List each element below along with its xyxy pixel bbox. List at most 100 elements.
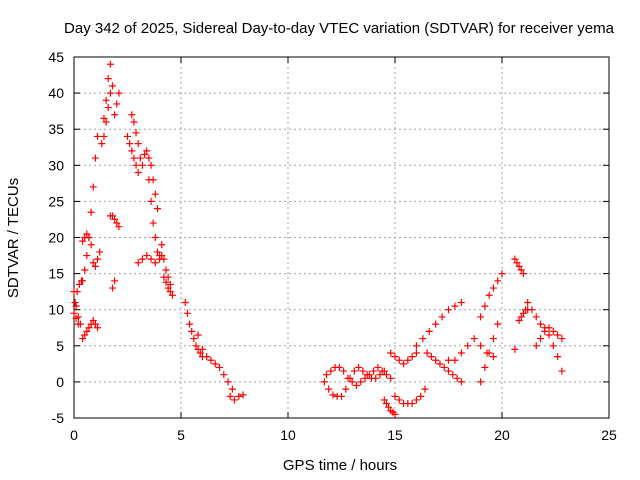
data-point bbox=[387, 374, 395, 382]
data-point bbox=[79, 277, 87, 285]
data-point bbox=[545, 331, 553, 339]
data-point bbox=[190, 335, 198, 343]
series-arc-15 bbox=[145, 176, 164, 260]
data-point bbox=[111, 215, 119, 223]
data-point bbox=[111, 277, 119, 285]
data-point bbox=[494, 277, 502, 285]
axes: 0 5 10 15 20 25 -5 0 5 10 15 20 25 30 35 40 45 bbox=[48, 49, 617, 443]
data-point bbox=[451, 302, 459, 310]
data-point bbox=[83, 327, 91, 335]
data-point bbox=[113, 100, 121, 108]
data-point bbox=[485, 291, 493, 299]
data-point bbox=[156, 252, 164, 260]
data-point bbox=[134, 169, 142, 177]
data-point bbox=[519, 270, 527, 278]
series-arc-32 bbox=[515, 306, 532, 325]
data-point bbox=[235, 392, 243, 400]
data-point bbox=[79, 237, 87, 245]
data-point bbox=[382, 400, 390, 408]
series-arc-19 bbox=[194, 331, 236, 393]
data-point bbox=[489, 335, 497, 343]
data-point bbox=[85, 234, 93, 241]
data-point bbox=[359, 367, 367, 375]
data-point bbox=[477, 342, 485, 350]
data-point bbox=[498, 270, 506, 278]
data-point bbox=[335, 363, 343, 371]
data-point bbox=[132, 161, 140, 169]
data-point bbox=[124, 132, 131, 140]
data-point bbox=[89, 183, 97, 191]
series-arc-2 bbox=[70, 309, 82, 328]
data-point bbox=[87, 208, 95, 216]
data-point bbox=[145, 176, 153, 184]
data-point bbox=[464, 342, 472, 350]
data-point bbox=[370, 367, 378, 375]
series-arc-20 bbox=[226, 391, 247, 404]
data-points bbox=[70, 60, 566, 418]
series-arc-8 bbox=[100, 89, 114, 140]
series-arc-26 bbox=[412, 298, 465, 350]
series-arc-12 bbox=[124, 132, 142, 177]
series-arc-17 bbox=[160, 273, 176, 299]
data-point bbox=[196, 349, 204, 357]
series-arc-28 bbox=[445, 335, 497, 364]
data-point bbox=[457, 349, 465, 357]
data-point bbox=[489, 353, 497, 361]
data-point bbox=[528, 306, 536, 314]
data-point bbox=[74, 320, 82, 328]
data-point bbox=[325, 385, 333, 393]
data-point bbox=[485, 349, 493, 357]
data-point bbox=[188, 327, 196, 335]
data-point bbox=[126, 140, 134, 148]
data-point bbox=[380, 396, 388, 404]
data-point bbox=[166, 280, 174, 288]
data-point bbox=[391, 392, 399, 400]
data-point bbox=[515, 262, 523, 270]
data-point bbox=[72, 302, 80, 310]
data-point bbox=[94, 132, 102, 140]
data-point bbox=[340, 367, 348, 375]
data-point bbox=[128, 111, 136, 119]
y-tick-label: 35 bbox=[48, 121, 64, 137]
data-point bbox=[342, 385, 350, 393]
data-point bbox=[323, 371, 331, 379]
series-arc-35 bbox=[511, 345, 519, 353]
data-point bbox=[158, 241, 166, 249]
data-point bbox=[109, 212, 117, 220]
data-point bbox=[183, 309, 191, 317]
data-point bbox=[96, 248, 104, 256]
data-point bbox=[457, 298, 465, 306]
data-point bbox=[412, 342, 420, 350]
y-tick-label: 20 bbox=[48, 230, 64, 246]
data-point bbox=[515, 317, 523, 325]
data-point bbox=[513, 259, 521, 267]
data-point bbox=[481, 363, 489, 371]
data-point bbox=[94, 324, 102, 332]
data-point bbox=[211, 360, 219, 368]
data-point bbox=[395, 356, 403, 364]
series-arc-29 bbox=[477, 270, 506, 321]
grid bbox=[74, 57, 609, 418]
data-point bbox=[228, 385, 236, 393]
y-tick-label: 15 bbox=[48, 266, 64, 282]
data-point bbox=[517, 313, 525, 321]
data-point bbox=[115, 223, 123, 231]
data-point bbox=[89, 259, 97, 267]
chart-title: Day 342 of 2025, Sidereal Day-to-day VTE… bbox=[64, 20, 615, 37]
data-point bbox=[391, 410, 399, 418]
data-point bbox=[192, 342, 200, 350]
series-arc-7 bbox=[98, 60, 117, 148]
data-point bbox=[130, 154, 138, 162]
x-tick-label: 0 bbox=[70, 427, 78, 443]
series-arc-10 bbox=[109, 277, 119, 292]
data-point bbox=[348, 378, 356, 386]
data-point bbox=[104, 104, 112, 112]
series-arc-6 bbox=[79, 317, 102, 343]
data-point bbox=[83, 252, 91, 260]
series-arc-33 bbox=[524, 298, 566, 375]
data-point bbox=[194, 331, 202, 339]
data-point bbox=[138, 161, 146, 169]
data-point bbox=[160, 255, 168, 263]
data-point bbox=[445, 306, 452, 314]
series-arc-24 bbox=[387, 349, 420, 368]
